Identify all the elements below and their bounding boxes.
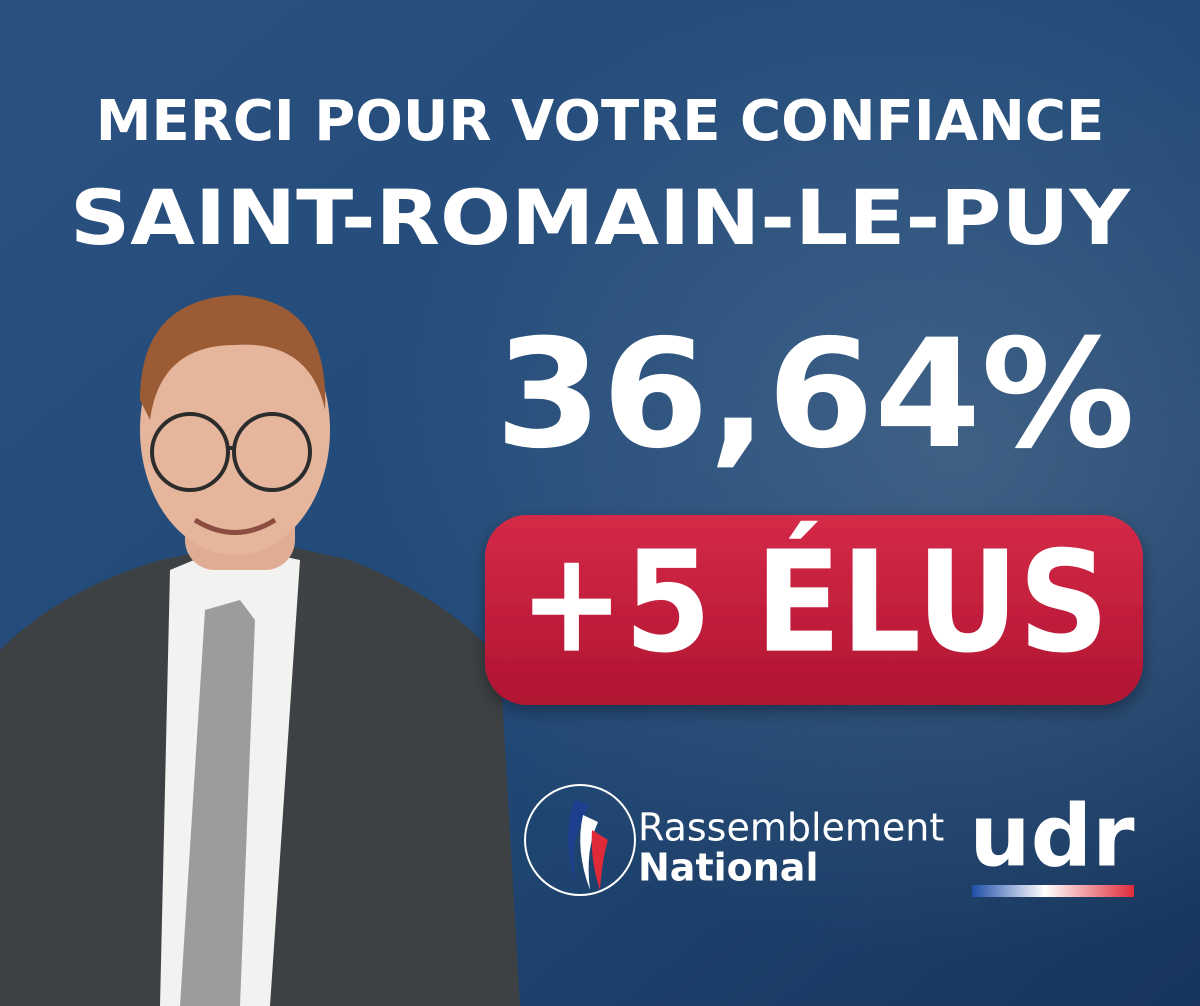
- party-logo: [524, 784, 636, 896]
- portrait: [0, 295, 520, 1006]
- location: SAINT-ROMAIN-LE-PUY: [70, 173, 1131, 262]
- score: 36,64%: [495, 308, 1135, 482]
- party-name-line2: National: [638, 846, 818, 890]
- seats-badge: [485, 515, 1143, 705]
- seats: +5 ÉLUS: [519, 520, 1109, 685]
- ally-logo: udr: [969, 786, 1135, 886]
- ally-logo-bar: [972, 885, 1134, 897]
- party-name-line1: Rassemblement: [638, 806, 944, 850]
- headline: MERCI POUR VOTRE CONFIANCE: [96, 89, 1105, 154]
